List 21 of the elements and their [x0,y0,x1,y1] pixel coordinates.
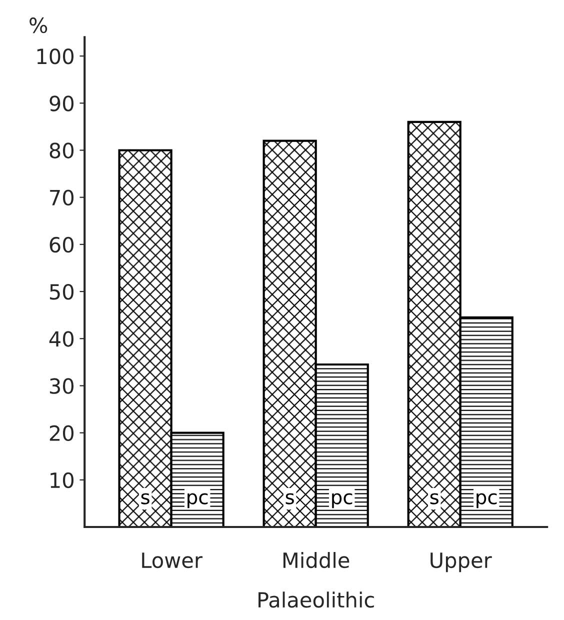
y-tick-label: 80 [50,142,74,158]
y-tick-label: 70 [50,190,74,206]
y-axis-title: % [30,17,48,34]
x-tick-label: Lower [142,552,203,568]
y-tick-label: 60 [50,236,74,253]
y-tick-label: 30 [50,378,74,394]
series-label: s [286,493,294,504]
y-tick-label: 40 [49,331,74,347]
text: s [430,493,438,504]
y-tick-label: 10 [50,472,74,488]
x-axis-title: Palaeolithic [258,592,374,608]
x-tick-label: Upper [430,552,492,572]
text: s [141,493,150,504]
y-tick-label: 100 [37,48,74,64]
y-tick-label: 50 [50,284,74,300]
x-tick-label: Middle [283,552,350,568]
y-tick-label: 90 [50,96,74,112]
series-label: pc [332,493,352,508]
text: pc [476,493,497,508]
text: pc [188,493,208,508]
y-tick-label: 20 [50,425,74,442]
